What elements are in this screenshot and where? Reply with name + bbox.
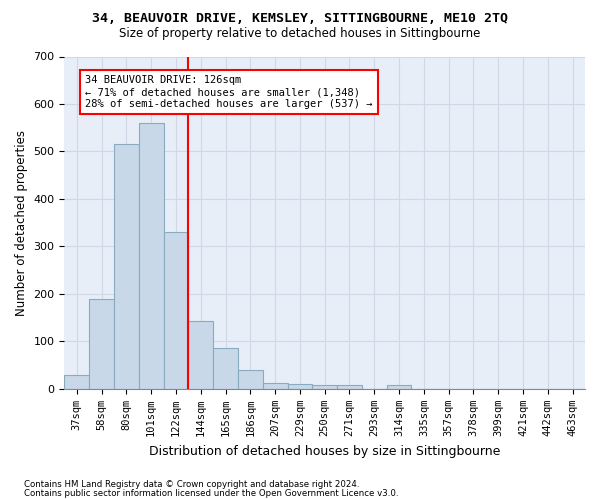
Bar (89, 298, 114, 389)
Text: Contains HM Land Registry data © Crown copyright and database right 2024.: Contains HM Land Registry data © Crown c… (24, 480, 359, 489)
Bar (263, 383, 287, 389)
Text: 34 BEAUVOIR DRIVE: 126sqm
← 71% of detached houses are smaller (1,348)
28% of se: 34 BEAUVOIR DRIVE: 126sqm ← 71% of detac… (85, 76, 373, 108)
Bar (64, 374, 89, 389)
Bar (238, 370, 263, 389)
Bar (337, 385, 362, 389)
Text: Contains public sector information licensed under the Open Government Licence v3: Contains public sector information licen… (24, 489, 398, 498)
Y-axis label: Number of detached properties: Number of detached properties (15, 130, 28, 316)
Text: Size of property relative to detached houses in Sittingbourne: Size of property relative to detached ho… (119, 28, 481, 40)
Bar (213, 348, 238, 389)
Bar (188, 321, 213, 389)
Bar (313, 385, 337, 389)
Bar (114, 144, 139, 389)
Bar (139, 123, 164, 389)
Text: 34, BEAUVOIR DRIVE, KEMSLEY, SITTINGBOURNE, ME10 2TQ: 34, BEAUVOIR DRIVE, KEMSLEY, SITTINGBOUR… (92, 12, 508, 24)
X-axis label: Distribution of detached houses by size in Sittingbourne: Distribution of detached houses by size … (149, 444, 500, 458)
Bar (287, 384, 313, 389)
Bar (386, 385, 412, 389)
Bar (164, 232, 188, 389)
